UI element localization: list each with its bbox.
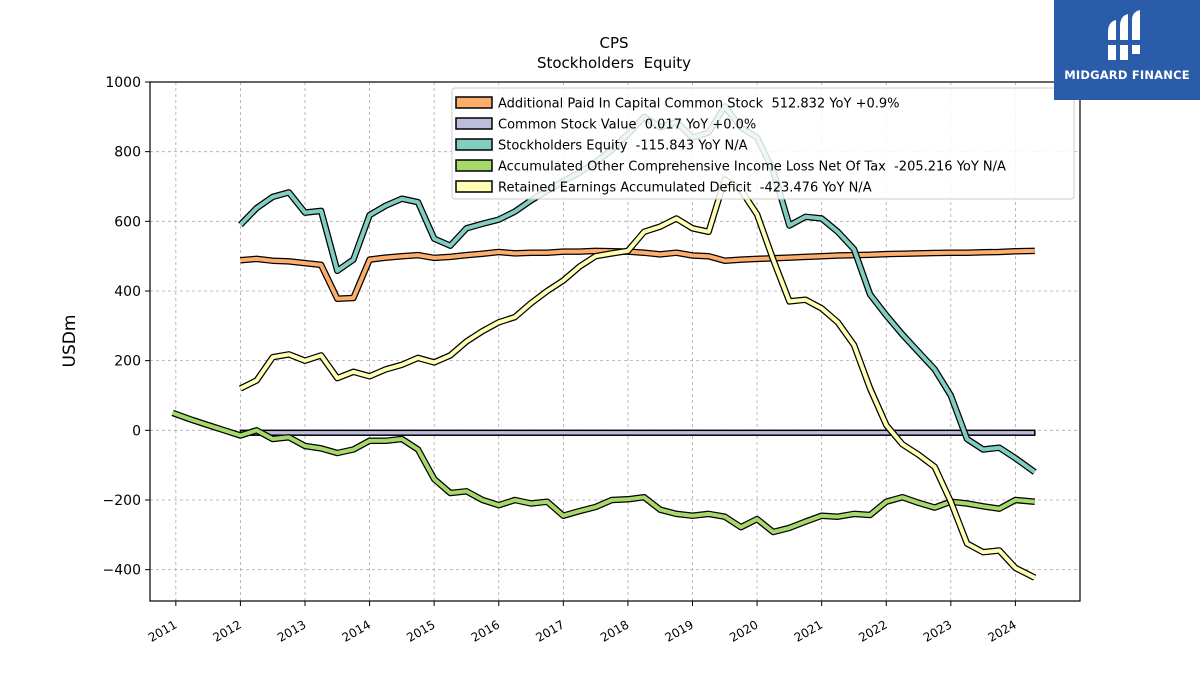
brand-mark-icon [1106,10,1144,60]
legend-swatch [455,96,493,109]
brand-name: MIDGARD FINANCE [1064,68,1190,82]
legend-box [451,87,1075,200]
legend-label: Additional Paid In Capital Common Stock … [498,97,900,112]
y-tick-label: 1000 [105,75,141,91]
series-0-line [240,248,1035,301]
x-tick-label: 2011 [146,617,179,644]
x-tick-label: 2020 [727,617,760,644]
x-tick-label: 2019 [663,617,696,644]
series-3 [171,409,1036,536]
x-tick-label: 2016 [469,617,502,644]
series-4 [238,176,1037,581]
y-tick-label: 0 [132,423,141,439]
series-1-band [239,429,1036,436]
legend: Additional Paid In Capital Common Stock … [451,87,1075,200]
legend-label: Stockholders Equity -115.843 YoY N/A [498,139,748,154]
series-4-line [239,177,1036,580]
series-3-line [171,411,1035,534]
y-tick-label: 600 [114,214,141,230]
y-tick-label: −400 [103,563,141,579]
x-tick-label: 2022 [856,617,889,644]
x-tick-label: 2023 [921,617,954,644]
x-tick-label: 2014 [340,617,373,644]
x-tick-label: 2012 [210,617,243,644]
legend-swatch [455,180,493,193]
series-0 [240,247,1035,302]
x-tick-label: 2015 [404,617,437,644]
y-axis-label: USDm [60,315,80,368]
legend-swatch [455,117,493,130]
legend-label: Common Stock Value 0.017 YoY +0.0% [498,118,756,133]
y-tick-label: −200 [103,493,141,509]
chart-subtitle: Stockholders Equity [537,54,691,72]
plot-frame [149,81,1081,602]
y-tick-label: 400 [114,284,141,300]
x-tick-label: 2013 [275,617,308,644]
legend-label: Accumulated Other Comprehensive Income L… [498,160,1006,175]
legend-swatch [455,138,493,151]
chart-title: CPS [599,34,628,52]
x-tick-label: 2021 [792,617,825,644]
x-tick-label: 2018 [598,617,631,644]
y-tick-label: 200 [114,354,141,370]
legend-label: Retained Earnings Accumulated Deficit -4… [498,181,872,196]
series-0-outline [240,247,1035,302]
x-tick-label: 2017 [533,617,566,644]
legend-swatch [455,159,493,172]
brand-logo: MIDGARD FINANCE [1054,0,1200,100]
x-tick-label: 2024 [985,617,1018,644]
y-tick-label: 800 [114,145,141,161]
